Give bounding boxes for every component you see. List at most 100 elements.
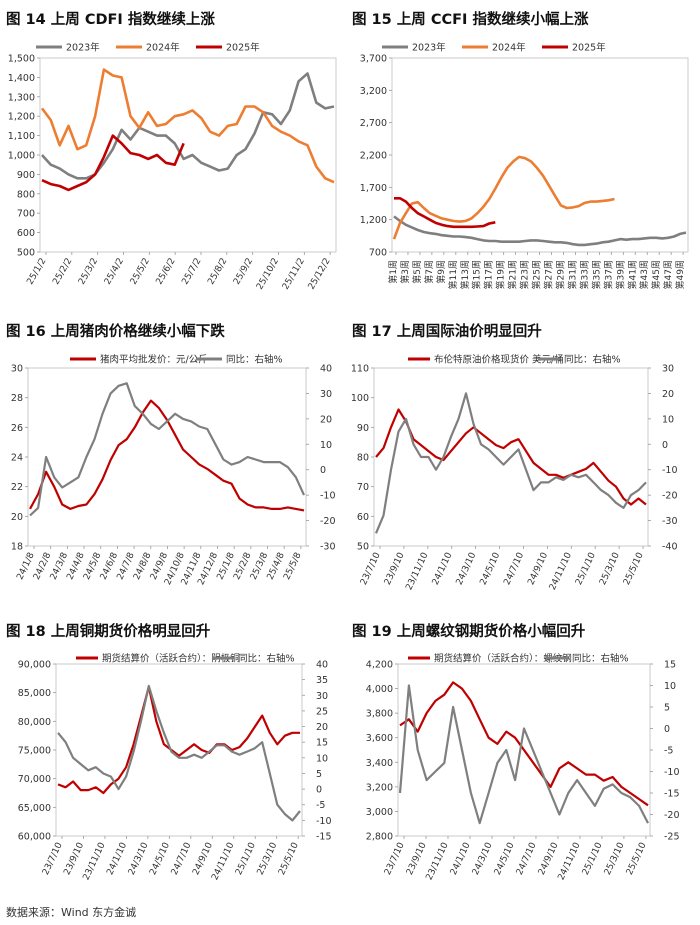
y2-tick-label: -15: [316, 832, 332, 843]
y2-tick-label: 10: [320, 440, 332, 451]
x-tick-label: 第11周: [447, 260, 459, 289]
y-tick-label: 500: [17, 248, 35, 259]
legend-label: 2023年: [66, 42, 100, 54]
y-tick-label: 28: [11, 393, 23, 404]
x-tick-label: 第49周: [674, 260, 686, 289]
series-line: [29, 399, 305, 512]
x-tick-label: 第25周: [531, 260, 543, 289]
y2-tick-label: 10: [664, 681, 676, 692]
x-tick-label: 24/3/10: [455, 551, 479, 587]
y2-tick-label: -5: [316, 800, 325, 811]
y-tick-label: 4,200: [366, 660, 393, 671]
legend-label: 同比：右轴%: [564, 354, 621, 366]
x-tick-label: 第45周: [650, 260, 662, 289]
x-tick-label: 第19周: [495, 260, 507, 289]
y-tick-label: 100: [351, 393, 369, 404]
x-tick-label: 第17周: [483, 260, 495, 289]
y-tick-label: 2,200: [360, 151, 387, 162]
y-tick-label: 70: [357, 482, 369, 493]
y2-tick-label: 0: [662, 440, 668, 451]
y-tick-label: 2,700: [360, 118, 387, 129]
oil-chart: 11010090807060503020100-10-20-30-4023/7/…: [351, 354, 678, 592]
y-tick-label: 1,500: [8, 54, 35, 65]
series-line: [41, 72, 335, 180]
series-line: [399, 681, 649, 807]
panel-ccfi: 图 15 上周 CCFI 指数继续小幅上涨 3,700 3,200 2,700 2,2…: [352, 8, 696, 308]
x-tick-label: 23/7/10: [359, 551, 383, 587]
y-tick-label: 85,000: [18, 688, 51, 699]
x-tick-label: 第27周: [543, 260, 555, 289]
y-tick-label: 1,100: [8, 131, 35, 142]
y-tick-label: 18: [11, 542, 23, 553]
x-tick-label: 25/2/2: [51, 257, 74, 287]
x-tick-label: 23/7/10: [41, 841, 65, 877]
y-tick-label: 75,000: [18, 746, 51, 757]
copper-chart: 90,000 85,000 80,000 75,000 70,000 65,000 60,0…: [18, 653, 332, 882]
x-tick-label: 25/3/10: [603, 841, 627, 877]
panel-copper: 图 18 上周铜期货价格明显回升 90,000 85,000 80,000 75,00…: [6, 620, 346, 902]
x-tick-label: 24/5/10: [493, 841, 517, 877]
chart-title: 图 15 上周 CCFI 指数继续小幅上涨: [352, 12, 589, 28]
legend-label: 2025年: [572, 42, 606, 54]
legend-label: 同比：右轴%: [226, 354, 283, 366]
y-tick-label: 1,300: [8, 92, 35, 103]
x-tick-label: 25/5/10: [625, 841, 649, 877]
x-tick-label: 24/9/10: [526, 551, 550, 587]
chart-title: 图 18 上周铜期货价格明显回升: [6, 624, 211, 640]
y-tick-label: 110: [351, 364, 369, 375]
legend-label: 布伦特原油价格现货价 美元/桶: [434, 354, 564, 366]
y2-tick-label: -5: [664, 746, 673, 757]
y2-tick-label: 40: [320, 364, 332, 375]
x-tick-label: 第15周: [471, 260, 483, 289]
x-tick-label: 第29周: [554, 260, 566, 289]
x-tick-label: 第9周: [435, 260, 447, 284]
panel-rebar: 图 19 上周螺纹钢期货价格小幅回升 4,200 4,000 3,800 3,600 3…: [352, 620, 696, 902]
y-tick-label: 700: [369, 248, 387, 259]
x-tick-label: 25/5/10: [277, 841, 301, 877]
y-tick-label: 20: [11, 512, 23, 523]
y2-tick-label: 30: [316, 691, 328, 702]
x-tick-label: 24/9/10: [537, 841, 561, 877]
legend-label: 期货结算价（活跃合约）：阴极铜: [102, 653, 240, 665]
x-tick-label: 25/8/2: [206, 257, 229, 287]
legend-label: 同比：右轴%: [238, 653, 295, 665]
x-tick-label: 第23周: [519, 260, 531, 289]
y2-tick-label: 10: [662, 414, 674, 425]
series-line: [40, 68, 335, 184]
x-tick-label: 第39周: [614, 260, 626, 289]
y-tick-label: 90: [357, 423, 369, 434]
x-tick-label: 25/3/10: [598, 551, 622, 587]
y-tick-label: 3,600: [366, 733, 393, 744]
y-tick-label: 60,000: [18, 832, 51, 843]
x-tick-label: 第7周: [423, 260, 435, 284]
series-line: [398, 684, 649, 825]
x-tick-label: 25/4/2: [103, 257, 126, 287]
series-line: [41, 134, 185, 192]
y2-tick-label: 5: [664, 703, 670, 714]
pork-chart: 30282624222018403020100-10-20-3024/1/824…: [11, 354, 336, 587]
legend-label: 猪肉平均批发价：元/公斤: [100, 354, 208, 366]
y2-tick-label: 20: [316, 722, 328, 733]
y-tick-label: 50: [357, 542, 369, 553]
x-tick-label: 24/11/10: [557, 841, 583, 882]
y-tick-label: 1,200: [8, 112, 35, 123]
y2-tick-label: -10: [664, 767, 680, 778]
y-tick-label: 90,000: [18, 660, 51, 671]
y2-tick-label: 40: [316, 660, 328, 671]
panel-cdfi: 图 14 上周 CDFI 指数继续上涨 1,500 1,400 1,300 1,200…: [6, 8, 346, 308]
y-tick-label: 700: [17, 209, 35, 220]
y2-tick-label: 30: [320, 389, 332, 400]
y-tick-label: 80,000: [18, 717, 51, 728]
y-tick-label: 3,700: [360, 54, 387, 65]
y-tick-label: 22: [11, 482, 23, 493]
x-tick-label: 第31周: [566, 260, 578, 289]
x-tick-label: 25/1/2: [25, 257, 48, 287]
x-tick-label: 第13周: [459, 260, 471, 289]
x-tick-label: 25/5/2: [129, 257, 152, 287]
x-tick-label: 25/9/2: [232, 257, 255, 287]
y-tick-label: 3,200: [360, 86, 387, 97]
y2-tick-label: 20: [320, 414, 332, 425]
chart-title: 图 17 上周国际油价明显回升: [352, 324, 542, 340]
y-tick-label: 800: [17, 189, 35, 200]
x-tick-label: 23/11/10: [404, 551, 430, 592]
